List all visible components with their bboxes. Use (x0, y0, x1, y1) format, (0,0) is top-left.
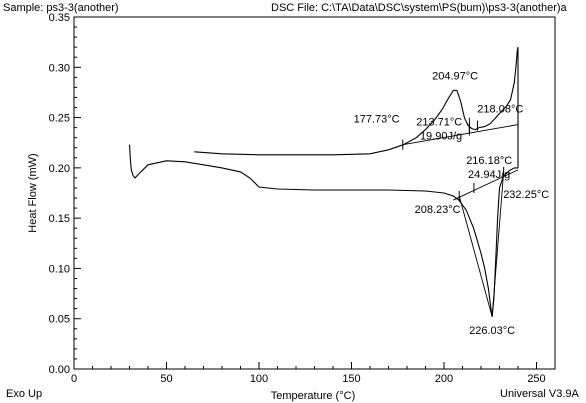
file-path-label: DSC File: C:\TA\Data\DSC\system\PS(bum)\… (271, 2, 567, 14)
plot-frame (73, 16, 556, 370)
x-tick-label: 100 (250, 373, 268, 385)
curves (128, 47, 519, 317)
y-tick-label: 0.00 (49, 364, 70, 376)
annotation-label: 19.90J/g (420, 131, 462, 143)
annotation-label: 204.97°C (432, 70, 478, 82)
y-tick-label: 0.30 (49, 62, 70, 74)
x-tick-label: 50 (160, 373, 172, 385)
annotation-label: 208.23°C (415, 204, 461, 216)
x-tick-label: 0 (71, 373, 77, 385)
x-axis-title: Temperature (°C) (271, 390, 355, 402)
y-tick-label: 0.25 (49, 113, 70, 125)
exo-up-label: Exo Up (6, 388, 43, 400)
y-axis: 0.00 0.05 0.10 0.15 0.20 0.25 0.30 0.35 (49, 12, 81, 376)
y-axis-title: Heat Flow (mW) (27, 153, 39, 232)
sample-label: Sample: ps3-3(another) (3, 2, 119, 14)
x-axis: 0 50 100 150 200 250 (71, 362, 546, 385)
annotation-label: 213.71°C (416, 117, 462, 129)
tangent-line-2 (453, 169, 519, 201)
x-tick-label: 200 (435, 373, 453, 385)
tangent-line-4 (458, 195, 493, 317)
annotation-label: 218.08°C (477, 104, 523, 116)
annotation-label: 226.03°C (469, 325, 515, 337)
y-tick-label: 0.10 (49, 263, 70, 275)
tangent-lines (402, 117, 519, 317)
y-tick-label: 0.05 (49, 314, 70, 326)
annotation-label: 232.25°C (503, 189, 549, 201)
tangent-line-1 (402, 124, 519, 146)
dsc-curve-1 (194, 47, 519, 156)
software-version-label: Universal V3.9A (500, 388, 579, 400)
annotations: 204.97°C 177.73°C 213.71°C 19.90J/g 218.08°C… (354, 70, 550, 336)
tangent-line-5 (491, 171, 505, 317)
annotation-label: 216.18°C (466, 155, 512, 167)
y-tick-label: 0.20 (49, 163, 70, 175)
y-tick-label: 0.35 (49, 12, 70, 24)
x-tick-label: 150 (342, 373, 360, 385)
annotation-label: 24.94J/g (468, 169, 510, 181)
analysis-tick-marks (402, 120, 505, 202)
annotation-label: 177.73°C (354, 114, 400, 126)
dsc-curve-2 (128, 144, 518, 317)
y-tick-label: 0.15 (49, 213, 70, 225)
x-tick-label: 250 (527, 373, 545, 385)
